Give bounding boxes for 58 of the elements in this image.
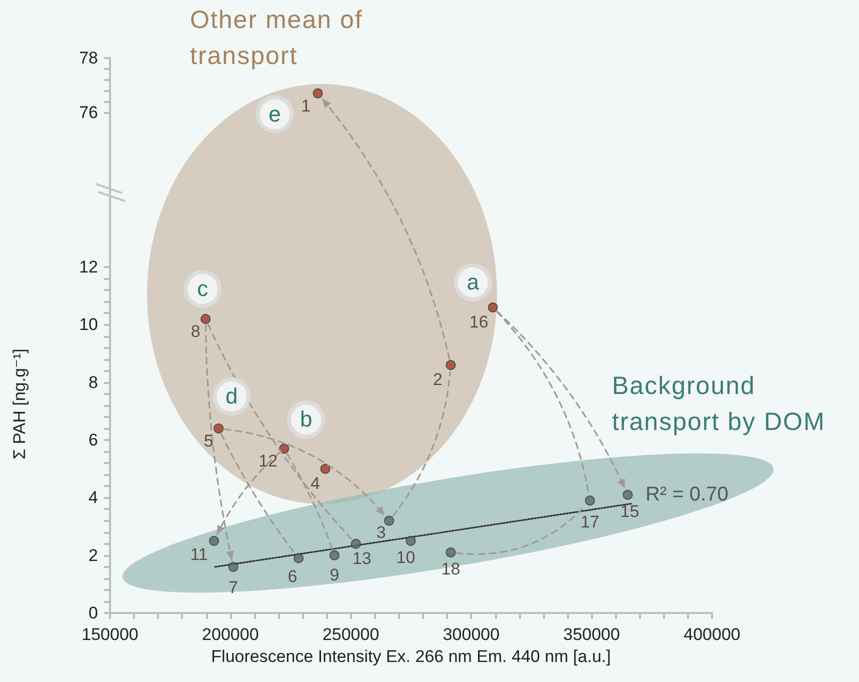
point	[200, 314, 211, 324]
point	[228, 562, 238, 572]
x-tick-label: 350000	[563, 625, 620, 644]
annotation: d	[225, 384, 238, 409]
annotation: 15	[620, 502, 640, 521]
y-tick-label: 78	[79, 48, 98, 68]
annotation: 5	[204, 432, 214, 451]
y-axis-title: Σ PAH [ng.g⁻¹]	[10, 348, 29, 460]
y-tick-label: 76	[79, 102, 98, 122]
y-tick-label: 8	[88, 372, 98, 392]
x-tick-label: 300000	[442, 625, 500, 644]
annotation: 8	[190, 322, 200, 341]
point	[406, 536, 416, 546]
annotation: 16	[469, 312, 488, 332]
point	[214, 424, 224, 434]
point	[446, 360, 456, 370]
annotation: 9	[330, 565, 340, 584]
point	[488, 302, 498, 312]
x-tick-label: 400000	[684, 625, 740, 644]
annotation: Background transport by DOM	[612, 371, 826, 438]
x-tick-label: 250000	[322, 625, 380, 644]
x-tick-label: 200000	[202, 625, 259, 644]
y-tick-label: 10	[79, 315, 98, 334]
annotation: 6	[288, 567, 298, 586]
point	[622, 490, 633, 500]
point	[384, 516, 394, 526]
annotation: 4	[310, 474, 320, 493]
point	[329, 550, 340, 560]
annotation: e	[268, 101, 281, 126]
annotation: b	[300, 406, 312, 432]
point	[320, 464, 330, 474]
x-axis-title: Fluorescence Intensity Ex. 266 nm Em. 440 nm [a.u.]	[211, 646, 611, 666]
annotation: 2	[433, 370, 442, 390]
y-tick-label: 12	[79, 258, 98, 277]
annotation: 1	[301, 96, 311, 116]
annotation: Other mean of transport	[190, 5, 364, 72]
y-tick-label: 2	[88, 546, 98, 565]
point	[209, 536, 220, 546]
y-tick-label: 0	[88, 604, 98, 622]
annotation: 11	[190, 544, 208, 564]
annotation: 12	[258, 452, 278, 471]
point	[584, 496, 595, 506]
annotation: 7	[228, 578, 238, 597]
point	[279, 444, 290, 454]
annotation: 13	[352, 548, 372, 568]
x-tick-label: 150000	[82, 625, 138, 644]
annotation: 18	[441, 559, 460, 578]
annotation: R² = 0.70	[646, 483, 728, 506]
point	[294, 553, 304, 564]
point	[446, 547, 456, 558]
annotation: c	[197, 276, 208, 301]
y-tick-label: 4	[88, 488, 98, 508]
annotation: 17	[580, 512, 600, 532]
point	[350, 538, 361, 549]
annotation: 10	[396, 548, 416, 567]
annotation: 3	[376, 522, 386, 542]
annotation: a	[466, 269, 480, 294]
y-tick-label: 6	[88, 430, 98, 450]
